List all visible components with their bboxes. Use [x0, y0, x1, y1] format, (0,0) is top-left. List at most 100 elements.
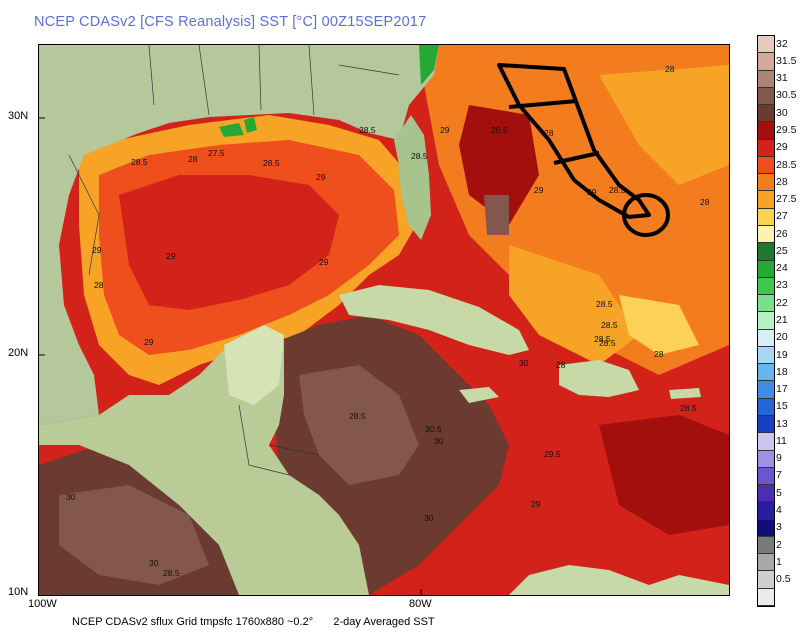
colorbar-label: 20: [776, 331, 788, 344]
sst-value-label: 28: [700, 197, 710, 207]
colorbar-label: 27: [776, 210, 788, 223]
sst-value-label: 29: [319, 257, 329, 267]
colorbar-label: 28: [776, 175, 788, 188]
sst-value-label: 28.5: [601, 320, 618, 330]
colorbar-label: 26: [776, 227, 788, 240]
footer: NCEP CDASv2 sflux Grid tmpsfc 1760x880 ~…: [72, 616, 443, 628]
sst-value-label: 30: [519, 358, 529, 368]
colorbar-cell: [758, 346, 774, 365]
colorbar-cell: [758, 36, 774, 54]
cooler-bahamas-patch: [509, 245, 639, 365]
colorbar-cell: [758, 502, 774, 520]
footer-product: 2-day Averaged SST: [333, 616, 435, 628]
lat-label-10n: 10N: [8, 586, 29, 598]
drawn-band-2: [553, 151, 600, 165]
colorbar-cell: [758, 554, 774, 572]
colorbar-label: 15: [776, 400, 788, 413]
land-cuba: [339, 285, 529, 355]
colorbar-cell: [758, 416, 774, 434]
colorbar-cell: [758, 53, 774, 71]
sst-value-label: 28: [665, 64, 675, 74]
colorbar-label: 1: [776, 555, 782, 568]
sst-value-label: 28.5: [359, 125, 376, 135]
sst-value-label: 29: [531, 499, 541, 509]
sst-value-label: 28.5: [411, 151, 428, 161]
colorbar-cell: [758, 312, 774, 330]
map-title: NCEP CDASv2 [CFS Reanalysis] SST [°C] 00…: [34, 14, 427, 30]
colorbar-cell: [758, 588, 774, 606]
land-hispaniola: [559, 360, 639, 397]
sst-value-label: 29: [166, 251, 176, 261]
colorbar-cell: [758, 105, 774, 123]
colorbar-label: 11: [776, 434, 787, 447]
cool-spot-atlantic: [619, 295, 699, 355]
colorbar-label: 9: [776, 452, 782, 465]
sst-value-label: 29: [440, 125, 450, 135]
colorbar-label: 21: [776, 314, 788, 326]
colorbar-cell: [758, 243, 774, 261]
cooler-atlantic-patch: [599, 65, 729, 185]
colorbar-label: 17: [776, 383, 788, 396]
lat-label-30n: 30N: [8, 110, 29, 122]
sst-value-label: 29: [587, 187, 597, 197]
land-central-america: [39, 330, 369, 595]
colorbar-label: 31: [776, 72, 788, 85]
sst-value-label: 30: [149, 558, 159, 568]
colorbar-cell: [758, 260, 774, 278]
sst-value-label: 28: [94, 280, 104, 290]
sst-value-label: 29: [534, 185, 544, 195]
colorbar-label: 30.5: [776, 89, 797, 102]
sst-value-label: 28.5: [596, 299, 613, 309]
colorbar-cell: [758, 156, 774, 175]
caribbean-hot-center: [299, 365, 419, 485]
drawn-band-1: [508, 99, 578, 109]
colorbar: [757, 35, 775, 607]
colorbar-label: 32: [776, 37, 788, 50]
sst-value-label: 28.5: [599, 338, 616, 348]
sst-value-label: 30.5: [425, 424, 442, 434]
sst-value-label: 28.5: [263, 158, 280, 168]
colorbar-label: 28.5: [776, 158, 797, 171]
colorbar-label: 7: [776, 469, 782, 482]
colorbar-label: 2: [776, 538, 782, 551]
colorbar-cell: [758, 226, 774, 244]
bahamas-hot-spot: [484, 195, 509, 235]
sst-value-label: 28: [544, 128, 554, 138]
colorbar-label: 18: [776, 365, 788, 378]
colorbar-label: 27.5: [776, 193, 797, 206]
colorbar-cell: [758, 364, 774, 382]
colorbar-cell: [758, 87, 774, 106]
colorbar-cell: [758, 433, 774, 451]
colorbar-label: 23: [776, 279, 788, 292]
sst-value-label: 28.5: [594, 334, 611, 344]
colorbar-label: 29.5: [776, 124, 797, 136]
sst-value-label: 29.5: [491, 125, 508, 135]
colorbar-cell: [758, 208, 774, 226]
colorbar-label: 19: [776, 348, 788, 361]
lon-label-100w: 100W: [28, 598, 57, 610]
sst-value-label: 29: [316, 172, 326, 182]
colorbar-cell: [758, 381, 774, 399]
cool-coastal-water: [419, 45, 439, 85]
colorbar-label: 0.5: [776, 573, 791, 586]
land-us-mexico: [39, 45, 439, 425]
colorbar-label: 22: [776, 296, 788, 309]
gulf-core-warm: [119, 175, 339, 310]
colorbar-label: 29: [776, 141, 788, 154]
colorbar-cell: [758, 329, 774, 347]
land-florida: [394, 115, 431, 240]
east-caribbean-warm: [599, 415, 729, 535]
drawn-storm-circle: [622, 193, 670, 237]
pacific-hot-center: [59, 485, 209, 585]
sst-value-label: 29.5: [544, 449, 561, 459]
cool-coastal-water-2: [219, 123, 244, 137]
colorbar-cell: [758, 70, 774, 88]
cool-coastal-water-3: [244, 117, 257, 133]
colorbar-label: 31.5: [776, 54, 797, 67]
sst-value-label: 28.5: [609, 185, 626, 195]
drawn-outline-shape: [497, 63, 651, 219]
land-south-america: [509, 565, 729, 595]
colorbar-label: 25: [776, 244, 788, 257]
state-boundaries: [148, 45, 400, 116]
